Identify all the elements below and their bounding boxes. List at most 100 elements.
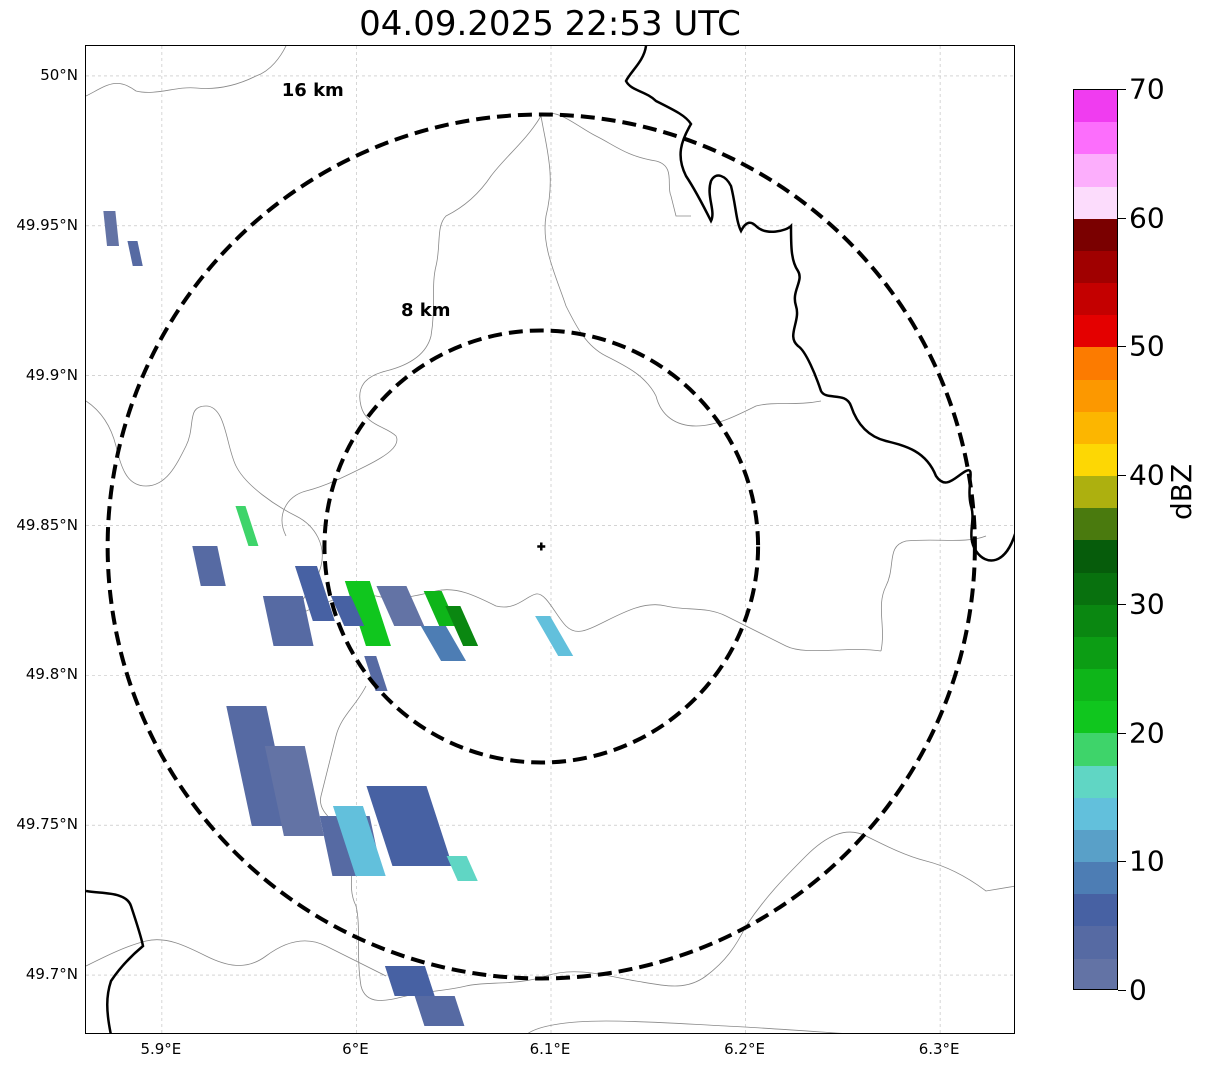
- lon-tick-label: 6.1°E: [529, 1040, 571, 1058]
- lat-tick-label: 49.85°N: [16, 515, 78, 534]
- colorbar-tick-mark: [1118, 89, 1126, 90]
- colorbar-segment: [1074, 765, 1117, 798]
- colorbar-segment: [1074, 701, 1117, 734]
- colorbar-tick-mark: [1118, 990, 1126, 991]
- radar-echo-cell: [364, 656, 388, 691]
- lon-tick-label: 6.3°E: [918, 1040, 960, 1058]
- colorbar-segment: [1074, 443, 1117, 477]
- colorbar-segment: [1074, 733, 1117, 766]
- country-borders: [86, 46, 1014, 1033]
- range-ring: [322, 328, 761, 765]
- radar-echo-cell: [446, 856, 478, 881]
- colorbar-tick-mark: [1118, 732, 1126, 734]
- lon-tick-label: 5.9°E: [140, 1040, 182, 1058]
- boundary-line: [540, 112, 691, 217]
- lat-tick-label: 50°N: [40, 65, 78, 84]
- colorbar-tick-mark: [1118, 475, 1126, 477]
- boundary-line: [320, 685, 467, 1001]
- radar-echo-cell: [366, 786, 453, 866]
- colorbar-segment: [1074, 250, 1117, 284]
- colorbar-segment: [1074, 186, 1117, 219]
- colorbar-segment: [1074, 90, 1117, 123]
- lat-tick-label: 49.8°N: [25, 665, 78, 684]
- boundary-line: [86, 939, 387, 977]
- radar-echo-cell: [535, 616, 574, 656]
- lat-tick-label: 49.95°N: [16, 215, 78, 234]
- colorbar-tick-label: 30: [1129, 587, 1165, 621]
- radar-echo-cell: [226, 706, 292, 826]
- radar-echo-cell: [376, 586, 425, 626]
- gridlines: [86, 46, 1014, 1033]
- radar-echo-cell: [423, 591, 458, 626]
- boundary-line: [880, 535, 987, 652]
- range-ring-label: 16 km: [281, 79, 344, 101]
- range-rings: [105, 112, 977, 981]
- colorbar-segment: [1074, 315, 1117, 348]
- border-line: [624, 46, 1014, 562]
- range-ring: [105, 112, 977, 981]
- colorbar-tick-mark: [1118, 346, 1126, 348]
- radar-echo-cell: [330, 596, 365, 626]
- colorbar-segment: [1074, 604, 1117, 637]
- colorbar-segment: [1074, 283, 1117, 316]
- colorbar-tick-label: 20: [1129, 716, 1165, 750]
- map-canvas: [86, 46, 1014, 1033]
- boundary-line: [528, 1020, 843, 1033]
- radar-echo-cell: [344, 581, 391, 646]
- colorbar-tick-label: 60: [1129, 201, 1165, 235]
- radar-echo-cell: [414, 996, 465, 1026]
- colorbar-segment: [1074, 797, 1117, 830]
- colorbar-segment: [1074, 958, 1117, 989]
- colorbar-segment: [1074, 669, 1117, 702]
- colorbar-segment: [1074, 572, 1117, 605]
- colorbar-tick-label: 50: [1129, 329, 1165, 363]
- colorbar-label: dBZ: [1165, 463, 1198, 520]
- boundary-line: [86, 46, 287, 97]
- lat-tick-label: 49.9°N: [25, 365, 78, 384]
- colorbar-segment: [1074, 122, 1117, 155]
- colorbar-tick-label: 10: [1129, 844, 1165, 878]
- border-line: [86, 889, 145, 1033]
- lon-tick-label: 6°E: [342, 1040, 369, 1058]
- radar-echo-cell: [127, 241, 143, 266]
- colorbar-segment: [1074, 540, 1117, 573]
- lat-tick-label: 49.7°N: [25, 965, 78, 984]
- colorbar-segment: [1074, 379, 1117, 412]
- range-ring-label: 8 km: [401, 300, 451, 322]
- radar-echo-cell: [235, 506, 259, 546]
- radar-echo-cell: [445, 606, 479, 646]
- radar-echo-cell: [192, 546, 226, 586]
- boundary-line: [540, 115, 822, 427]
- radar-echo-cell: [262, 596, 314, 646]
- colorbar-segment: [1074, 347, 1117, 380]
- colorbar-tick-mark: [1118, 861, 1126, 863]
- colorbar: [1073, 89, 1118, 990]
- radar-echoes: [103, 211, 574, 1026]
- boundary-line: [465, 831, 1014, 987]
- colorbar-segment: [1074, 508, 1117, 541]
- colorbar-segment: [1074, 154, 1117, 187]
- admin-boundaries: [86, 46, 1014, 1033]
- colorbar-tick-label: 0: [1129, 973, 1147, 1007]
- radar-echo-cell: [294, 566, 335, 621]
- colorbar-segment: [1074, 894, 1117, 927]
- radar-echo-cell: [384, 966, 435, 996]
- colorbar-tick-mark: [1118, 217, 1126, 219]
- colorbar-segment: [1074, 476, 1117, 509]
- boundary-line: [295, 589, 882, 652]
- boundary-line: [281, 115, 542, 537]
- colorbar-tick-mark: [1118, 603, 1126, 605]
- lat-tick-label: 49.75°N: [16, 815, 78, 834]
- lon-tick-label: 6.2°E: [724, 1040, 765, 1058]
- plot-title: 04.09.2025 22:53 UTC: [359, 4, 741, 44]
- colorbar-tick-label: 70: [1129, 72, 1165, 106]
- radar-echo-cell: [103, 211, 120, 246]
- boundary-line: [86, 400, 323, 617]
- colorbar-segment: [1074, 636, 1117, 670]
- colorbar-segment: [1074, 829, 1117, 863]
- colorbar-segment: [1074, 862, 1117, 895]
- radar-echo-cell: [332, 806, 386, 876]
- radar-map[interactable]: [85, 45, 1015, 1034]
- radar-site-marker: [537, 542, 546, 551]
- colorbar-tick-label: 40: [1129, 458, 1165, 492]
